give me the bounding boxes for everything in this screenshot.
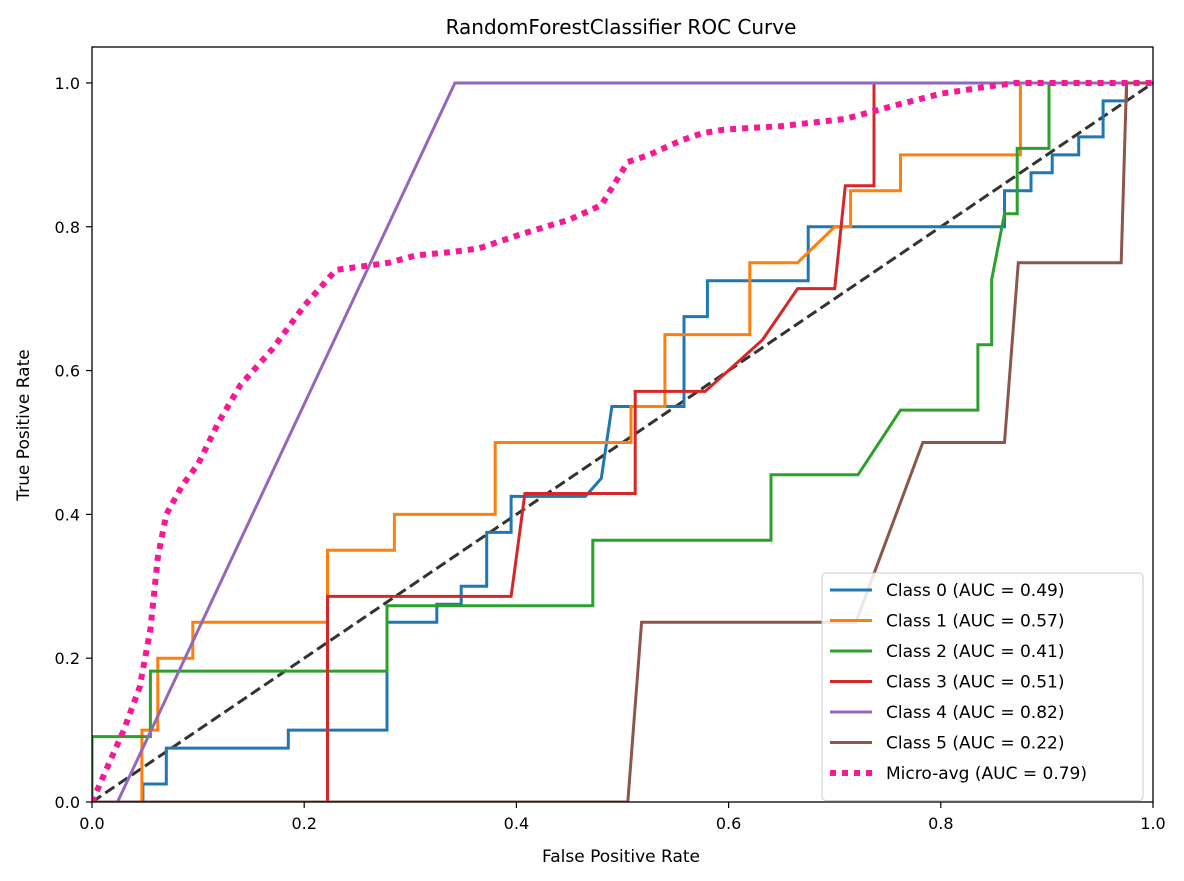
y-tick-label: 0.2 (55, 649, 80, 668)
axes: 0.0 0.2 0.4 0.6 0.8 1.0 0.0 0.2 0.4 0.6 0.8 1.0 (55, 46, 1166, 833)
x-tick-label: 0.4 (504, 814, 529, 833)
legend-entry-label: Class 3 (AUC = 0.51) (886, 673, 1064, 693)
legend: Class 0 (AUC = 0.49) Class 1 (AUC = 0.57)… (821, 572, 1144, 801)
plot-frame (91, 46, 1154, 803)
legend-entry-label: Class 0 (AUC = 0.49) (886, 581, 1064, 601)
curves (92, 80, 1153, 802)
plot-area (92, 80, 1153, 802)
x-tick-label: 0.2 (291, 814, 316, 833)
x-tick-label: 0.8 (928, 814, 953, 833)
legend-entry-label: Class 4 (AUC = 0.82) (886, 703, 1064, 723)
x-tick-label: 1.0 (1140, 814, 1165, 833)
legend-box (821, 572, 1144, 801)
y-tick-label: 0.4 (55, 505, 80, 524)
chart-title: RandomForestClassifier ROC Curve (446, 15, 797, 39)
y-tick-label: 0.8 (55, 218, 80, 237)
legend-entry-label: Class 1 (AUC = 0.57) (886, 612, 1064, 632)
class-5-roc-line (92, 81, 1153, 802)
class-1-roc-line (92, 81, 1153, 802)
y-tick-label: 0.6 (55, 362, 80, 381)
class-3-roc-line (92, 81, 1153, 802)
x-tick-label: 0.0 (79, 814, 104, 833)
x-axis-label: False Positive Rate (542, 847, 700, 867)
y-tick-label: 0.0 (55, 793, 80, 812)
y-tick-label: 1.0 (55, 74, 80, 93)
legend-entry-label: Micro-avg (AUC = 0.79) (886, 764, 1087, 784)
x-tick-label: 0.6 (716, 814, 741, 833)
micro-avg-roc-line (92, 80, 1153, 802)
class-4-roc-line (116, 81, 1153, 802)
class-2-roc-line (92, 81, 1153, 802)
y-axis-label: True Positive Rate (14, 349, 34, 501)
legend-entry-label: Class 2 (AUC = 0.41) (886, 642, 1064, 662)
legend-entry-label: Class 5 (AUC = 0.22) (886, 734, 1064, 754)
